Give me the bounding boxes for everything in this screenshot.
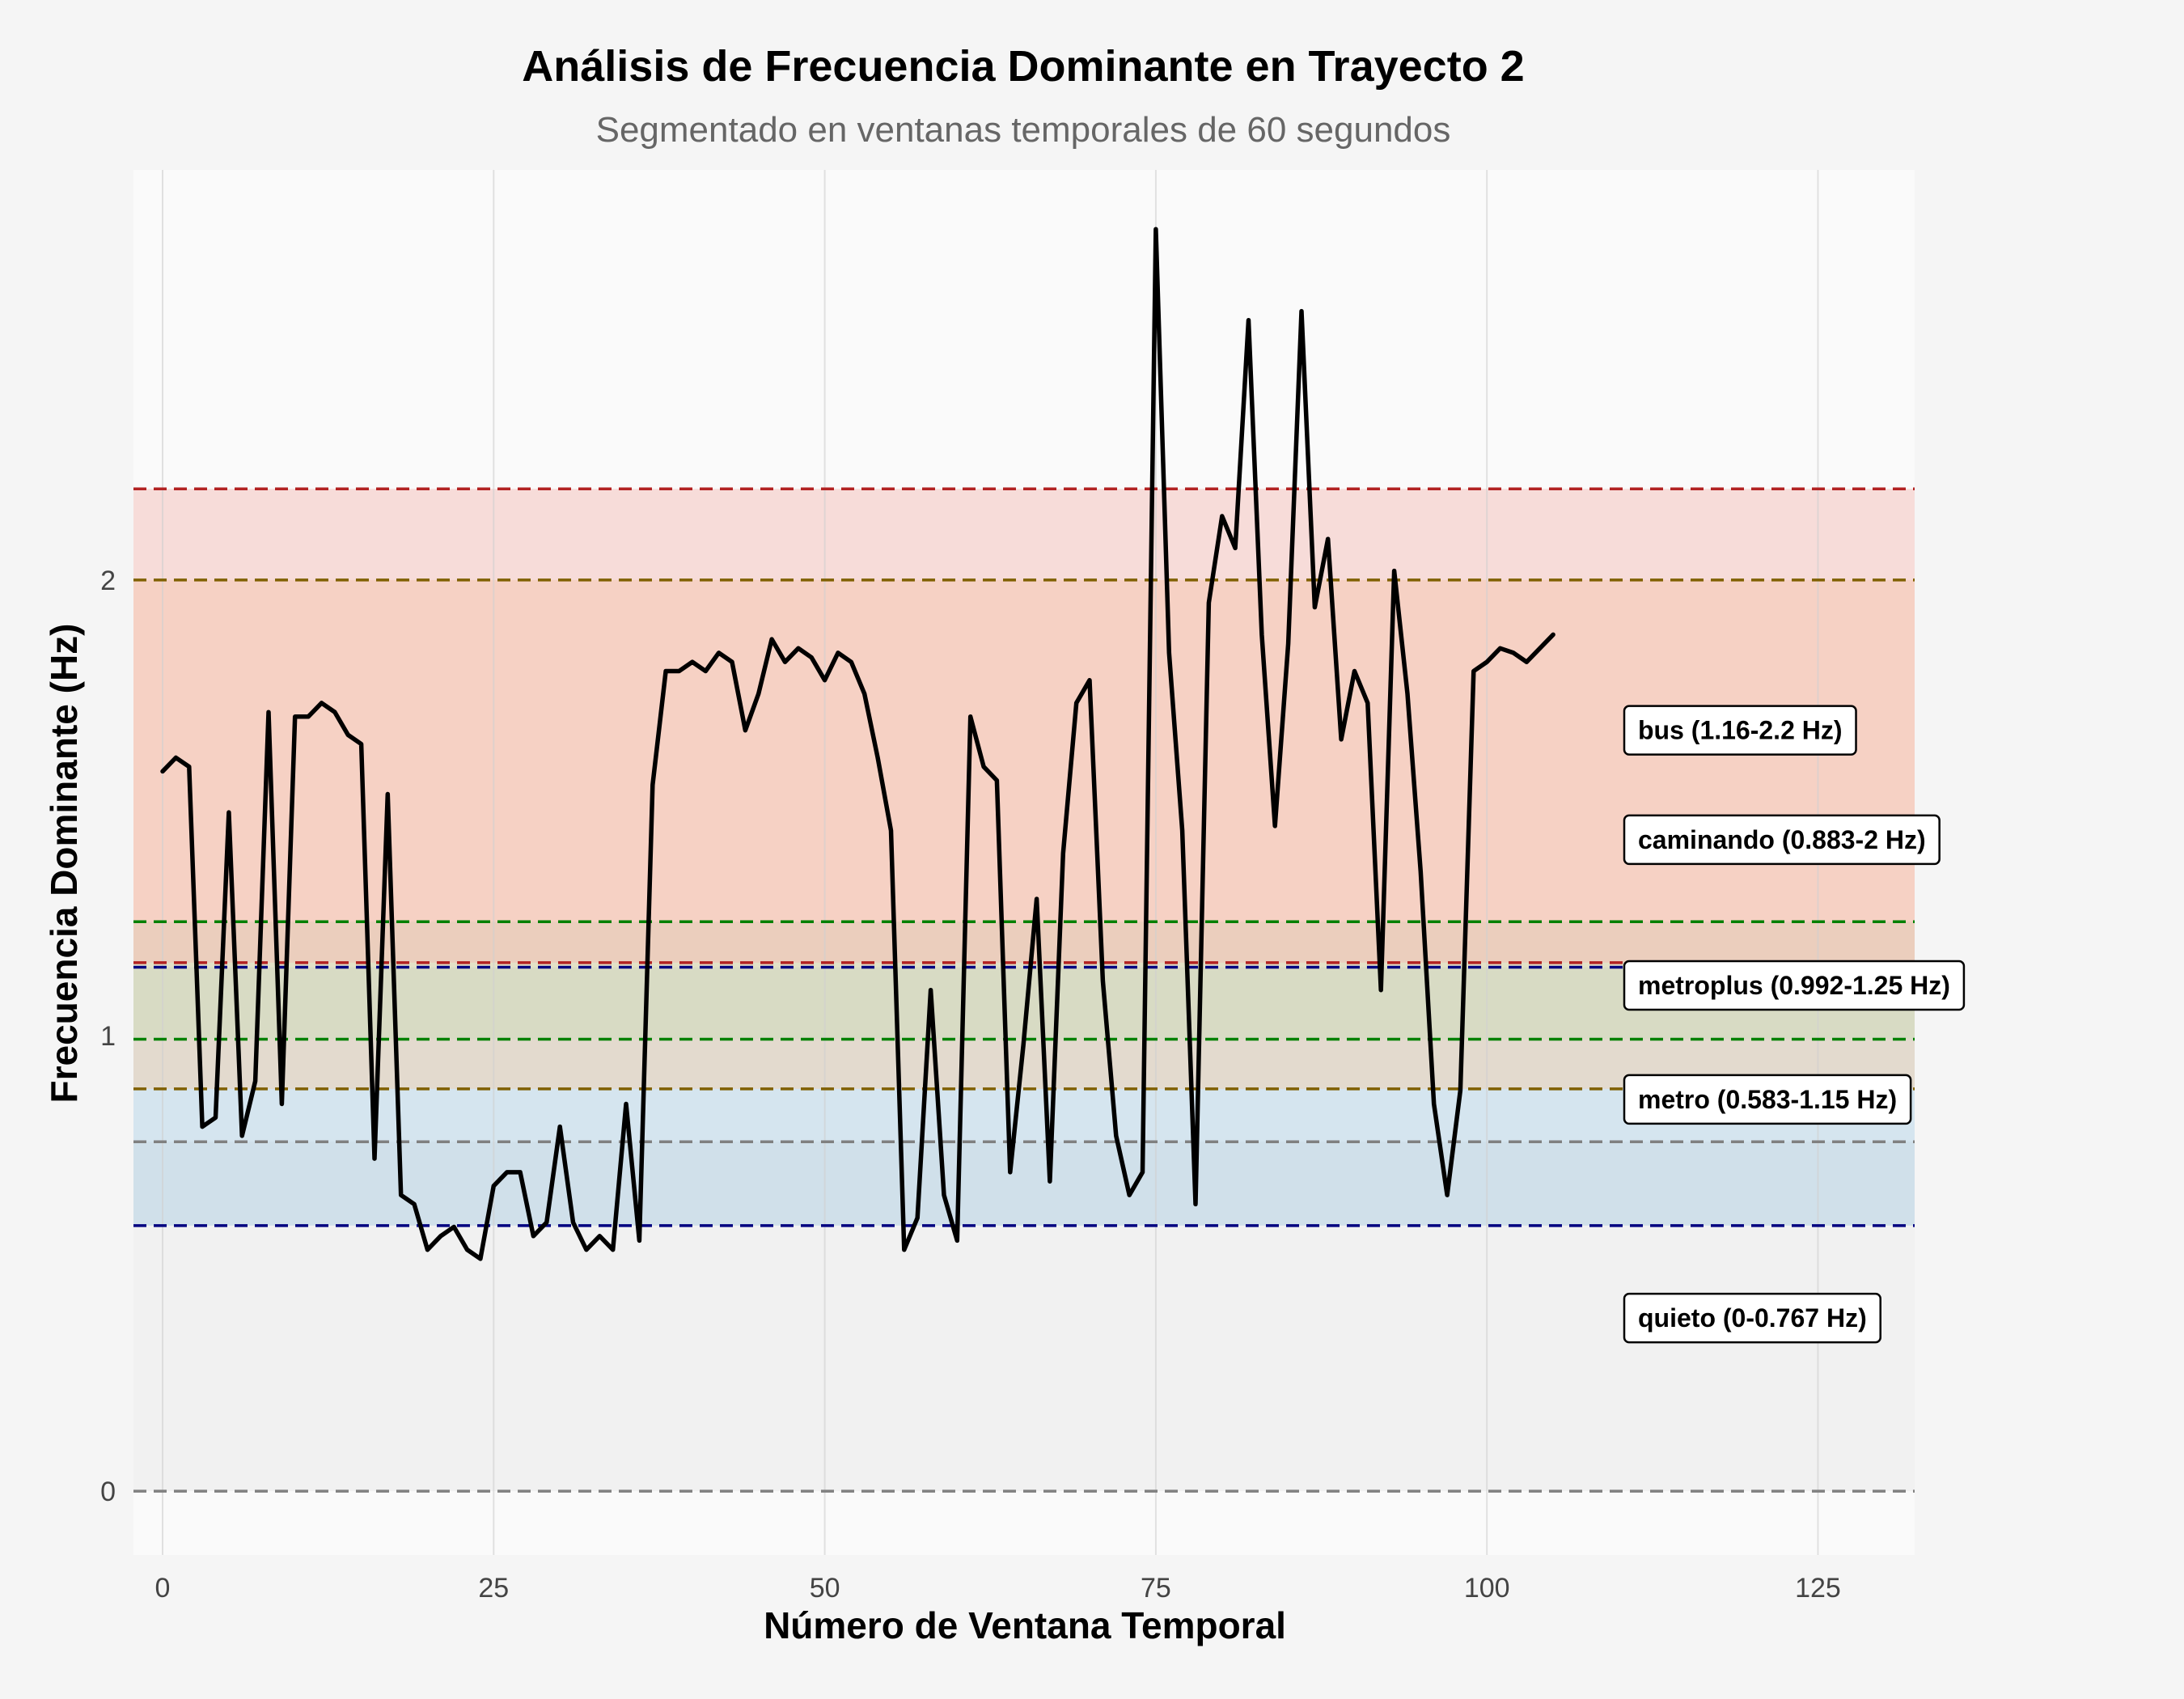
band-label-text: metroplus (0.992-1.25 Hz) [1638, 971, 1950, 1000]
chart-title: Análisis de Frecuencia Dominante en Tray… [522, 42, 1524, 91]
band-label-box [1623, 705, 1857, 756]
x-tick-label: 75 [1141, 1573, 1171, 1604]
band-labels: quieto (0-0.767 Hz) metro (0.583-1.15 Hz)… [1623, 705, 1966, 1344]
y-tick-label: 2 [100, 566, 116, 596]
band-label-2: metroplus (0.992-1.25 Hz) [1623, 960, 1966, 1011]
x-tick-label: 25 [478, 1573, 509, 1604]
band-label-text: quieto (0-0.767 Hz) [1638, 1303, 1867, 1333]
band-area-4 [133, 489, 1915, 963]
y-tick-label: 0 [100, 1477, 116, 1507]
band-label-3: caminando (0.883-2 Hz) [1623, 814, 1941, 866]
band-label-1: metro (0.583-1.15 Hz) [1623, 1074, 1912, 1125]
y-axis-label: Frecuencia Dominante (Hz) [43, 624, 85, 1104]
plot-area [133, 170, 1915, 1555]
band-label-text: bus (1.16-2.2 Hz) [1638, 716, 1843, 745]
series-line-0 [160, 227, 1555, 1261]
band-label-box [1623, 960, 1966, 1011]
y-tick-label: 1 [100, 1021, 116, 1052]
x-tick-label: 100 [1464, 1573, 1510, 1604]
band-area-3 [133, 579, 1915, 1089]
band-label-box [1623, 1292, 1881, 1344]
x-tick-label: 125 [1795, 1573, 1841, 1604]
band-label-4: bus (1.16-2.2 Hz) [1623, 705, 1857, 756]
band-label-box [1623, 1074, 1912, 1125]
band-area-1 [133, 967, 1915, 1226]
band-area-0 [133, 1142, 1915, 1492]
band-label-box [1623, 814, 1941, 866]
x-axis-label: Número de Ventana Temporal [764, 1604, 1286, 1646]
tick-labels: 0 25 50 75 100 125 0 1 2 [100, 566, 1841, 1604]
band-label-text: metro (0.583-1.15 Hz) [1638, 1085, 1897, 1114]
band-label-text: caminando (0.883-2 Hz) [1638, 825, 1926, 854]
x-tick-label: 50 [810, 1573, 840, 1604]
band-label-0: quieto (0-0.767 Hz) [1623, 1292, 1881, 1344]
series-lines [160, 227, 1555, 1261]
band-threshold-lines [133, 487, 1915, 1493]
chart-subtitle: Segmentado en ventanas temporales de 60 … [596, 110, 1451, 150]
x-tick-label: 0 [155, 1573, 171, 1604]
